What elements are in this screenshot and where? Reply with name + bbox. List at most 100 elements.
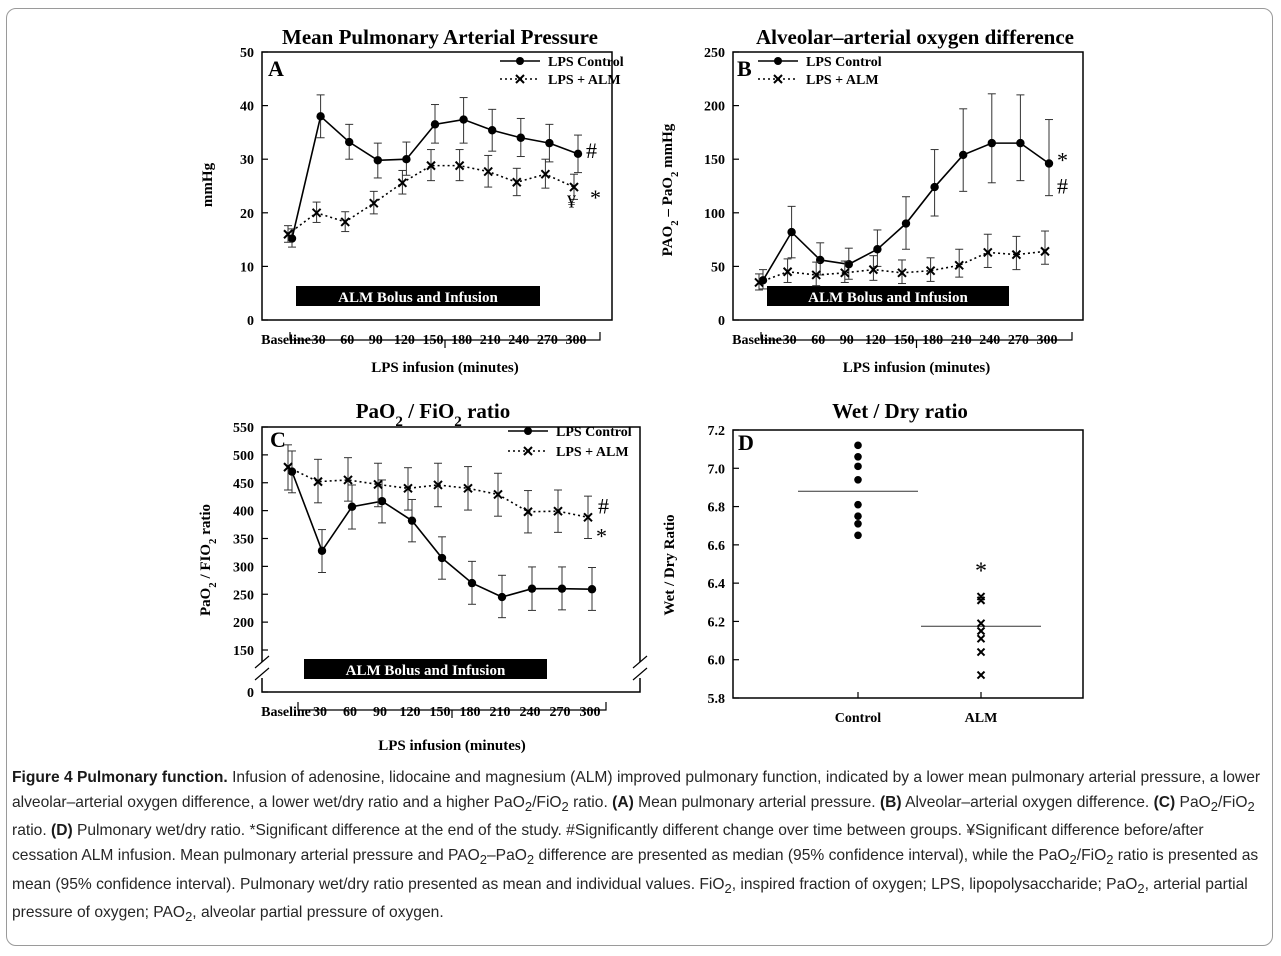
y-tick-label: 6.4	[708, 577, 726, 592]
y-tick-label: 10	[240, 260, 254, 275]
panel-d-title: Wet / Dry ratio	[832, 399, 968, 423]
series-line	[287, 164, 575, 235]
data-point-b	[523, 507, 533, 517]
data-point-b	[976, 634, 986, 643]
data-point-b	[1040, 246, 1050, 257]
x-tick-label: Baseline	[261, 705, 311, 720]
data-point-b	[433, 480, 443, 490]
y-tick-label: 150	[704, 153, 725, 168]
y-tick-label: 7.0	[708, 462, 726, 477]
data-point	[316, 112, 325, 121]
x-tick-label: 60	[343, 705, 357, 720]
legend-marker-alm-b	[523, 446, 533, 456]
data-point	[901, 219, 911, 228]
legend-marker-alm-b	[515, 74, 525, 84]
group-control	[798, 441, 918, 540]
legend-marker-alm-b	[773, 74, 783, 84]
legend-label-control: LPS Control	[806, 55, 882, 70]
data-point-b	[483, 166, 493, 177]
panel-letter: A	[268, 56, 284, 81]
alm-banner-label: ALM Bolus and Infusion	[808, 290, 968, 306]
data-point-b	[583, 512, 593, 523]
series-lps-control	[287, 450, 597, 619]
x-tick-label: Baseline	[732, 333, 782, 348]
data-point	[854, 462, 862, 471]
data-point	[587, 585, 597, 594]
data-point-b	[976, 626, 986, 636]
data-point-b	[925, 265, 936, 276]
data-point	[467, 578, 477, 588]
legend-marker-control	[516, 57, 524, 65]
data-point-b	[954, 260, 964, 271]
panel-b-title: Alveolar–arterial oxygen difference	[756, 25, 1074, 49]
alm-banner	[296, 286, 540, 306]
x-tick-label: 180	[460, 705, 481, 720]
data-point	[1044, 159, 1054, 168]
x-axis-label: LPS infusion (minutes)	[843, 360, 991, 376]
data-point-b	[569, 182, 579, 192]
legend-marker-control	[774, 57, 782, 65]
x-axis-label: LPS infusion (minutes)	[378, 738, 526, 754]
data-point	[430, 120, 440, 129]
data-point-b	[840, 268, 850, 278]
alm-banner	[767, 286, 1009, 306]
annotation: ¥	[567, 191, 576, 211]
y-tick-label: 0	[247, 314, 254, 329]
data-point	[557, 584, 567, 593]
y-tick-label: 300	[233, 560, 254, 575]
data-point-b	[369, 198, 379, 208]
legend-label-alm: LPS + ALM	[806, 73, 879, 88]
annotation: *	[596, 523, 607, 548]
data-point	[437, 553, 447, 563]
data-point	[317, 546, 327, 555]
y-axis-label: mmHg	[200, 162, 216, 207]
panel-c-title: PaO2 / FiO2 ratio	[356, 399, 511, 430]
y-tick-label: 7.2	[708, 424, 726, 439]
legend: LPS Control LPS + ALM	[508, 425, 632, 460]
data-point	[854, 475, 862, 484]
data-point	[1016, 138, 1025, 148]
y-tick-label: 6.6	[708, 539, 726, 554]
y-tick-label: 5.8	[708, 692, 726, 707]
annotation: #	[586, 138, 597, 163]
data-point	[347, 502, 357, 511]
panel-c: PaO2 / FiO2 ratio C 0 150 200 250 300 350 400 450…	[198, 399, 648, 754]
y-tick-label: 6.2	[708, 615, 726, 630]
y-tick-label: 500	[233, 449, 254, 464]
panel-letter: D	[738, 430, 754, 455]
legend: LPS Control LPS + ALM	[500, 55, 624, 88]
data-point-b	[512, 177, 522, 187]
data-point	[854, 531, 862, 540]
data-point-b	[343, 475, 353, 485]
x-tick-label: Baseline	[261, 333, 311, 348]
panel-a: Mean Pulmonary Arterial Pressure A 0 10 20 30…	[200, 25, 624, 376]
data-point-b	[897, 268, 907, 278]
legend: LPS Control LPS + ALM	[758, 55, 882, 88]
series-lps-alm	[283, 444, 593, 539]
x-tick-label: 120	[400, 705, 421, 720]
legend-label-control: LPS Control	[548, 55, 624, 70]
y-tick-label: 50	[240, 46, 254, 61]
data-point	[854, 453, 862, 461]
legend-label-alm: LPS + ALM	[548, 73, 621, 88]
data-point-b	[976, 619, 986, 628]
y-tick-label: 200	[704, 100, 725, 115]
figure-frame	[6, 8, 1273, 946]
y-axis-label: PaO2 / FIO2 ratio	[198, 504, 219, 616]
data-point	[930, 182, 939, 192]
x-tick-label: 270	[550, 705, 571, 720]
alm-banner-label: ALM Bolus and Infusion	[346, 663, 506, 679]
panel-letter: C	[270, 427, 286, 452]
data-point-b	[976, 647, 986, 657]
data-point	[854, 500, 862, 509]
data-point	[573, 149, 583, 159]
axis-break-mark	[254, 667, 270, 681]
group-alm	[921, 592, 1041, 680]
x-tick-label: 240	[520, 705, 541, 720]
data-point	[516, 133, 525, 142]
plot-frame	[261, 426, 641, 693]
caption-tag-a: (A)	[612, 793, 634, 811]
data-point-b	[1011, 249, 1022, 260]
figure-caption: Figure 4 Pulmonary function. Infusion of…	[12, 769, 1261, 925]
